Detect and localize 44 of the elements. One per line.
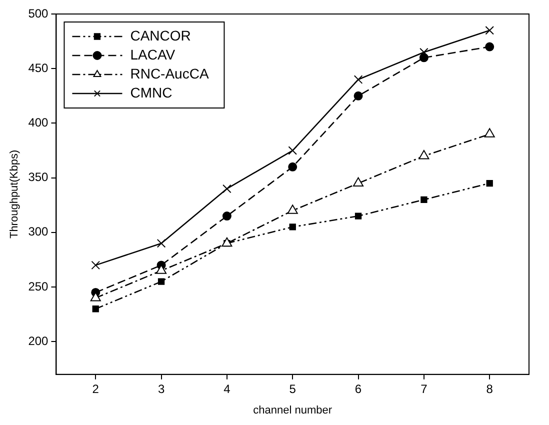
- point: [156, 238, 166, 248]
- y-tick-label: 500: [28, 6, 49, 20]
- point: [288, 146, 297, 155]
- y-axis-title: Throughput(Kbps): [8, 150, 21, 239]
- point: [288, 162, 298, 172]
- point: [484, 128, 495, 138]
- legend-label: CANCOR: [130, 27, 191, 44]
- x-tick-label: 3: [158, 382, 165, 396]
- x-tick-label: 7: [420, 382, 428, 396]
- point: [354, 75, 363, 84]
- legend-label: RNC-AucCA: [130, 65, 210, 82]
- y-tick-label: 450: [28, 60, 49, 75]
- x-tick-label: 6: [354, 382, 362, 396]
- point: [91, 260, 100, 270]
- point: [354, 91, 363, 100]
- x-tick-label: 2: [92, 382, 100, 396]
- point: [289, 224, 296, 230]
- y-tick-label: 350: [28, 170, 49, 184]
- y-tick-label: 250: [28, 279, 49, 294]
- point: [485, 42, 494, 52]
- x-axis-title: channel number: [253, 404, 332, 416]
- point: [354, 212, 362, 220]
- point: [486, 180, 493, 187]
- x-tick-label: 5: [289, 382, 296, 396]
- point: [485, 26, 494, 35]
- point: [222, 212, 232, 221]
- x-tick-label: 4: [224, 382, 231, 396]
- point: [156, 264, 167, 274]
- point: [420, 196, 428, 203]
- y-tick-label: 300: [28, 224, 49, 239]
- legend-label: CMNC: [130, 84, 172, 100]
- point: [420, 48, 428, 57]
- point: [158, 278, 165, 285]
- point: [222, 184, 232, 194]
- point: [92, 306, 99, 312]
- point: [353, 177, 364, 187]
- x-tick-label: 8: [486, 382, 494, 396]
- y-tick-label: 200: [28, 334, 49, 348]
- point: [287, 204, 298, 214]
- y-tick-label: 400: [28, 116, 49, 130]
- legend-label: LACAV: [130, 46, 176, 62]
- point: [418, 150, 430, 160]
- point: [419, 53, 428, 62]
- point: [222, 237, 232, 247]
